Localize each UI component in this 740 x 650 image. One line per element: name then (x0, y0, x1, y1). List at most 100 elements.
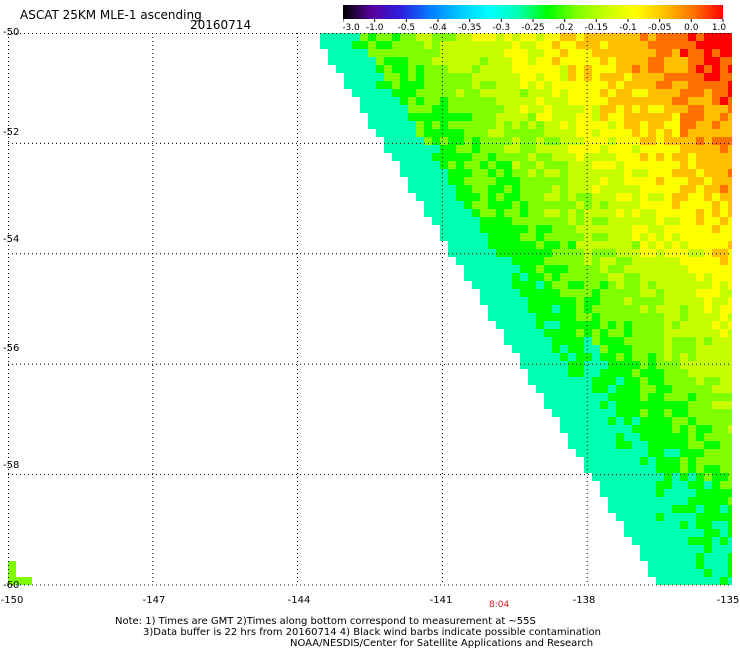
swath-cell (8, 561, 16, 569)
swath-cell (680, 441, 688, 449)
swath-cell (624, 401, 632, 409)
swath-cell (688, 169, 696, 177)
swath-cell (584, 449, 592, 457)
swath-cell (680, 401, 688, 409)
swath-cell (728, 553, 732, 561)
swath-cell (576, 225, 584, 233)
colorbar-gradient (343, 5, 723, 19)
swath-cell (696, 217, 704, 225)
swath-cell (664, 497, 672, 505)
swath-cell (472, 201, 480, 209)
swath-cell (664, 353, 672, 361)
swath-cell (488, 265, 496, 273)
swath-cell (608, 209, 616, 217)
swath-cell (400, 153, 408, 161)
swath-cell (536, 217, 544, 225)
swath-cell (576, 105, 584, 113)
swath-cell (416, 57, 424, 65)
swath-cell (512, 345, 520, 353)
swath-cell (512, 233, 520, 241)
swath-cell (384, 105, 392, 113)
swath-cell (672, 81, 680, 89)
swath-cell (496, 169, 504, 177)
swath-cell (720, 513, 728, 521)
swath-cell (416, 153, 424, 161)
swath-cell (384, 41, 392, 49)
swath-cell (608, 305, 616, 313)
swath-cell (696, 417, 704, 425)
swath-cell (640, 305, 648, 313)
swath-cell (632, 49, 640, 57)
swath-cell (544, 169, 552, 177)
lon-label-150: -150 (0, 595, 24, 606)
swath-cell (648, 49, 656, 57)
swath-cell (552, 137, 560, 145)
swath-cell (448, 185, 456, 193)
swath-cell (584, 409, 592, 417)
swath-cell (704, 417, 712, 425)
swath-cell (672, 41, 680, 49)
swath-cell (624, 313, 632, 321)
swath-cell (632, 241, 640, 249)
swath-cell (584, 57, 592, 65)
swath-cell (672, 369, 680, 377)
swath-cell (576, 201, 584, 209)
swath-cell (720, 225, 728, 233)
swath-cell (512, 137, 520, 145)
swath-cell (456, 161, 464, 169)
swath-cell (480, 241, 488, 249)
swath-cell (696, 353, 704, 361)
swath-cell (624, 457, 632, 465)
swath-cell (472, 97, 480, 105)
swath-cell (560, 329, 568, 337)
swath-cell (672, 513, 680, 521)
swath-cell (328, 49, 336, 57)
swath-cell (672, 289, 680, 297)
swath-cell (656, 473, 664, 481)
swath-cell (664, 289, 672, 297)
swath-cell (680, 449, 688, 457)
swath-cell (552, 113, 560, 121)
swath-cell (504, 281, 512, 289)
swath-cell (680, 289, 688, 297)
swath-cell (480, 121, 488, 129)
swath-cell (504, 233, 512, 241)
swath-cell (600, 281, 608, 289)
swath-cell (656, 329, 664, 337)
swath-cell (704, 481, 712, 489)
swath-cell (600, 49, 608, 57)
swath-cell (624, 65, 632, 73)
swath-cell (544, 73, 552, 81)
swath-cell (480, 225, 488, 233)
swath-cell (704, 569, 712, 577)
swath-cell (584, 161, 592, 169)
swath-cell (496, 121, 504, 129)
swath-cell (728, 33, 732, 41)
swath-cell (640, 313, 648, 321)
swath-cell (504, 57, 512, 65)
swath-cell (424, 57, 432, 65)
swath-cell (448, 217, 456, 225)
swath-cell (456, 73, 464, 81)
swath-cell (504, 337, 512, 345)
swath-cell (696, 433, 704, 441)
swath-cell (512, 177, 520, 185)
swath-cell (656, 457, 664, 465)
swath-cell (728, 289, 732, 297)
swath-cell (704, 409, 712, 417)
swath-cell (688, 521, 696, 529)
swath-cell (688, 473, 696, 481)
swath-cell (456, 193, 464, 201)
swath-cell (552, 241, 560, 249)
swath-cell (648, 169, 656, 177)
swath-cell (712, 257, 720, 265)
swath-cell (712, 465, 720, 473)
swath-cell (352, 41, 360, 49)
swath-cell (432, 89, 440, 97)
swath-cell (640, 113, 648, 121)
swath-cell (424, 49, 432, 57)
swath-cell (672, 537, 680, 545)
swath-cell (712, 57, 720, 65)
swath-cell (584, 241, 592, 249)
swath-cell (696, 489, 704, 497)
